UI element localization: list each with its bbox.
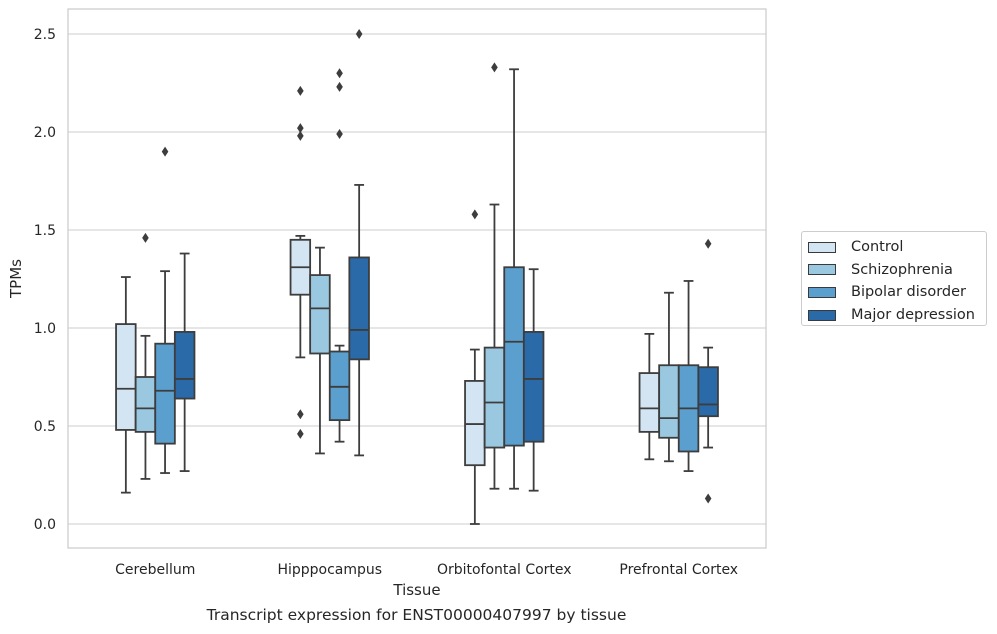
x-tick-label: Orbitofontal Cortex bbox=[437, 562, 572, 578]
box-schizophrenia bbox=[658, 291, 680, 463]
box-major-depression bbox=[697, 238, 719, 504]
y-tick-label: 0.5 bbox=[34, 419, 56, 435]
outlier-point bbox=[336, 128, 343, 139]
box-major-depression bbox=[173, 252, 196, 472]
legend-swatch bbox=[808, 241, 836, 253]
boxes bbox=[115, 29, 719, 525]
outlier-point bbox=[297, 130, 304, 141]
legend-label: Major depression bbox=[851, 307, 975, 324]
box-body bbox=[348, 256, 370, 361]
legend-swatch bbox=[808, 264, 836, 276]
box-bipolar-disorder bbox=[677, 280, 700, 472]
box-body bbox=[503, 266, 525, 447]
box-bipolar-disorder bbox=[328, 68, 351, 443]
outlier-point bbox=[704, 238, 712, 249]
x-axis-label: Tissue bbox=[392, 581, 440, 599]
box-major-depression bbox=[522, 268, 545, 492]
outlier-point bbox=[297, 428, 304, 439]
legend-item: Bipolar disorder bbox=[808, 281, 986, 304]
y-tick-label: 0.0 bbox=[34, 517, 56, 533]
box-body bbox=[483, 346, 506, 449]
box-body bbox=[638, 372, 661, 433]
outlier-point bbox=[336, 81, 343, 92]
y-axis-label: TPMs bbox=[7, 259, 25, 299]
outlier-point bbox=[471, 209, 479, 220]
x-tick-label: Hipppocampus bbox=[277, 562, 382, 578]
legend-item: Control bbox=[808, 236, 986, 259]
outlier-point bbox=[297, 409, 304, 420]
box-major-depression bbox=[348, 29, 370, 457]
box-schizophrenia bbox=[134, 232, 157, 480]
box-body bbox=[309, 274, 331, 355]
legend-item: Major depression bbox=[808, 304, 986, 327]
box-body bbox=[697, 366, 719, 418]
outlier-point bbox=[297, 123, 304, 134]
outlier-point bbox=[704, 493, 712, 504]
legend: Control Schizophrenia Bipolar disorder M… bbox=[801, 231, 987, 326]
box-control bbox=[115, 276, 137, 494]
y-tick-label: 1.0 bbox=[34, 321, 56, 337]
y-tick-label: 2.0 bbox=[34, 125, 56, 141]
box-body bbox=[115, 323, 137, 431]
box-body bbox=[328, 350, 351, 422]
outlier-point bbox=[297, 85, 304, 96]
outlier-point bbox=[161, 146, 169, 157]
outlier-point bbox=[491, 62, 498, 73]
legend-item: Schizophrenia bbox=[808, 259, 986, 282]
box-body bbox=[134, 376, 157, 433]
box-schizophrenia bbox=[309, 246, 331, 455]
gridlines bbox=[68, 33, 766, 525]
box-body bbox=[154, 342, 176, 445]
outlier-point bbox=[336, 68, 343, 79]
box-control bbox=[638, 332, 661, 461]
box-body bbox=[522, 331, 545, 443]
box-body bbox=[464, 380, 486, 467]
box-control bbox=[464, 209, 486, 525]
outlier-point bbox=[142, 232, 149, 243]
x-tick-label: Cerebellum bbox=[115, 562, 195, 578]
y-tick-label: 2.5 bbox=[34, 27, 56, 43]
box-body bbox=[173, 331, 196, 400]
y-tick-labels: 0.0 0.5 1.0 1.5 2.0 2.5 bbox=[34, 27, 56, 533]
x-tick-label: Prefrontal Cortex bbox=[619, 562, 738, 578]
chart-caption: Transcript expression for ENST0000040799… bbox=[206, 606, 627, 624]
box-schizophrenia bbox=[483, 62, 506, 490]
legend-swatch bbox=[808, 309, 836, 321]
y-tick-label: 1.5 bbox=[34, 223, 56, 239]
x-tick-labels: Cerebellum Hipppocampus Orbitofontal Corte… bbox=[115, 562, 738, 578]
box-body bbox=[658, 364, 680, 439]
box-control bbox=[289, 85, 312, 439]
legend-label: Bipolar disorder bbox=[851, 284, 966, 301]
box-bipolar-disorder bbox=[154, 146, 176, 474]
legend-swatch bbox=[808, 286, 836, 298]
legend-label: Schizophrenia bbox=[851, 261, 953, 278]
legend-label: Control bbox=[851, 239, 904, 256]
outlier-point bbox=[355, 29, 363, 39]
plot-frame bbox=[67, 8, 767, 549]
